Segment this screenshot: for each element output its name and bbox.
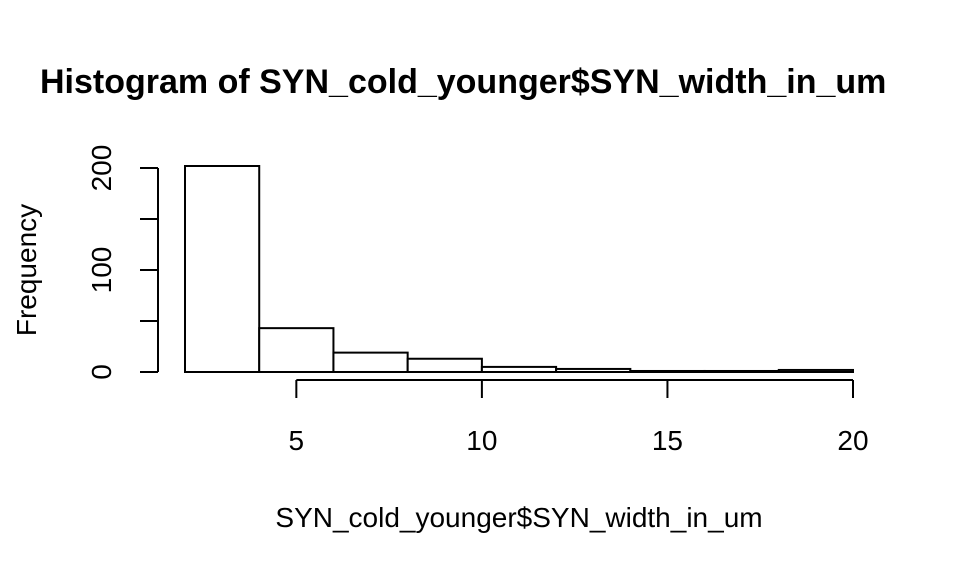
chart-title: Histogram of SYN_cold_younger$SYN_width_… — [40, 63, 886, 101]
x-axis-label: SYN_cold_younger$SYN_width_in_um — [275, 502, 762, 533]
y-axis: 0 100 200 — [86, 145, 159, 380]
histogram-bar — [406, 357, 483, 374]
x-tick-label: 10 — [466, 425, 497, 456]
y-tick-label: 0 — [86, 364, 117, 380]
x-tick-label: 20 — [837, 425, 868, 456]
histogram-bar — [555, 367, 632, 373]
histogram-bars — [184, 165, 854, 374]
histogram-bar — [480, 365, 558, 374]
y-tick-label: 200 — [86, 145, 117, 192]
histogram-bar — [777, 368, 854, 373]
histogram-bar — [184, 165, 261, 373]
y-tick-label: 100 — [86, 247, 117, 294]
x-tick-label: 15 — [652, 425, 683, 456]
histogram-bar — [332, 351, 409, 373]
y-axis-label: Frequency — [11, 204, 42, 336]
histogram-bar — [703, 369, 780, 373]
histogram-bar — [629, 369, 706, 373]
histogram-bar — [258, 327, 335, 374]
x-axis: 5 10 15 20 — [289, 379, 869, 456]
x-tick-label: 5 — [289, 425, 305, 456]
